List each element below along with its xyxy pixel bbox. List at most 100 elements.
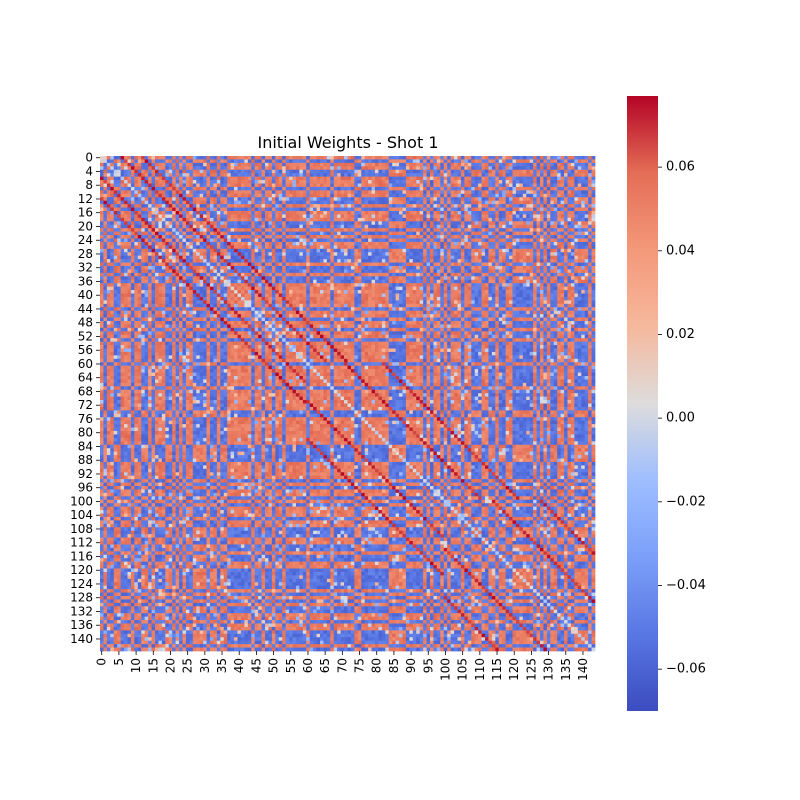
heatmap-cell	[581, 218, 585, 222]
heatmap-cell	[234, 214, 238, 218]
heatmap-cell	[117, 156, 121, 160]
heatmap-cell	[220, 232, 224, 236]
heatmap-cell	[227, 184, 231, 188]
heatmap-cell	[124, 177, 128, 181]
heatmap-cell	[475, 159, 479, 163]
heatmap-cell	[509, 245, 513, 249]
heatmap-cell	[238, 242, 242, 246]
heatmap-cell	[454, 177, 458, 181]
heatmap-cell	[530, 166, 534, 170]
heatmap-cell	[561, 235, 565, 239]
heatmap-cell	[265, 232, 269, 236]
heatmap-cell	[323, 159, 327, 163]
heatmap-cell	[389, 211, 393, 215]
heatmap-cell	[255, 235, 259, 239]
heatmap-cell	[323, 197, 327, 201]
heatmap-cell	[282, 245, 286, 249]
heatmap-cell	[540, 197, 544, 201]
heatmap-cell	[213, 187, 217, 191]
heatmap-cell	[169, 163, 173, 167]
heatmap-cell	[368, 211, 372, 215]
heatmap-cell	[234, 239, 238, 243]
heatmap-cell	[478, 201, 482, 205]
heatmap-cell	[588, 208, 592, 212]
heatmap-cell	[492, 184, 496, 188]
heatmap-cell	[468, 239, 472, 243]
heatmap-cell	[207, 208, 211, 212]
heatmap-cell	[238, 166, 242, 170]
heatmap-cell	[495, 163, 499, 167]
heatmap-cell	[213, 228, 217, 232]
heatmap-cell	[409, 228, 413, 232]
heatmap-cell	[447, 194, 451, 198]
heatmap-cell	[172, 211, 176, 215]
heatmap-cell	[255, 159, 259, 163]
heatmap-cell	[348, 221, 352, 225]
heatmap-cell	[131, 245, 135, 249]
heatmap-cell	[186, 173, 190, 177]
heatmap-cell	[186, 187, 190, 191]
heatmap-cell	[293, 239, 297, 243]
heatmap-cell	[464, 190, 468, 194]
heatmap-cell	[554, 159, 558, 163]
heatmap-cell	[200, 239, 204, 243]
heatmap-cell	[564, 197, 568, 201]
heatmap-cell	[282, 177, 286, 181]
heatmap-cell	[289, 221, 293, 225]
heatmap-cell	[337, 166, 341, 170]
heatmap-cell	[241, 242, 245, 246]
heatmap-cell	[365, 239, 369, 243]
heatmap-cell	[213, 163, 217, 167]
heatmap-cell	[361, 170, 365, 174]
heatmap-cell	[478, 190, 482, 194]
heatmap-cell	[200, 235, 204, 239]
heatmap-cell	[372, 245, 376, 249]
heatmap-cell	[578, 156, 582, 160]
heatmap-cell	[368, 239, 372, 243]
heatmap-cell	[303, 190, 307, 194]
heatmap-cell	[540, 170, 544, 174]
heatmap-cell	[348, 204, 352, 208]
heatmap-cell	[526, 190, 530, 194]
heatmap-cell	[458, 180, 462, 184]
heatmap-cell	[406, 159, 410, 163]
heatmap-cell	[334, 166, 338, 170]
heatmap-cell	[433, 187, 437, 191]
heatmap-cell	[440, 225, 444, 229]
heatmap-cell	[227, 173, 231, 177]
heatmap-cell	[341, 159, 345, 163]
heatmap-cell	[464, 197, 468, 201]
heatmap-cell	[540, 159, 544, 163]
heatmap-cell	[413, 225, 417, 229]
heatmap-cell	[495, 235, 499, 239]
heatmap-cell	[306, 204, 310, 208]
heatmap-cell	[523, 228, 527, 232]
heatmap-cell	[107, 156, 111, 160]
heatmap-cell	[509, 184, 513, 188]
heatmap-cell	[189, 177, 193, 181]
heatmap-cell	[506, 180, 510, 184]
heatmap-cell	[533, 204, 537, 208]
heatmap-cell	[488, 163, 492, 167]
heatmap-cell	[299, 204, 303, 208]
heatmap-cell	[557, 163, 561, 167]
heatmap-cell	[454, 184, 458, 188]
heatmap-cell	[581, 197, 585, 201]
heatmap-cell	[581, 180, 585, 184]
heatmap-cell	[561, 242, 565, 246]
heatmap-cell	[313, 166, 317, 170]
heatmap-cell	[368, 187, 372, 191]
heatmap-cell	[145, 245, 149, 249]
heatmap-cell	[385, 245, 389, 249]
heatmap-cell	[169, 190, 173, 194]
heatmap-cell	[351, 208, 355, 212]
heatmap-cell	[495, 225, 499, 229]
heatmap-cell	[513, 187, 517, 191]
heatmap-cell	[244, 232, 248, 236]
heatmap-cell	[210, 190, 214, 194]
heatmap-cell	[530, 214, 534, 218]
heatmap-cell	[420, 211, 424, 215]
heatmap-cell	[399, 163, 403, 167]
heatmap-cell	[427, 228, 431, 232]
heatmap-cell	[368, 177, 372, 181]
